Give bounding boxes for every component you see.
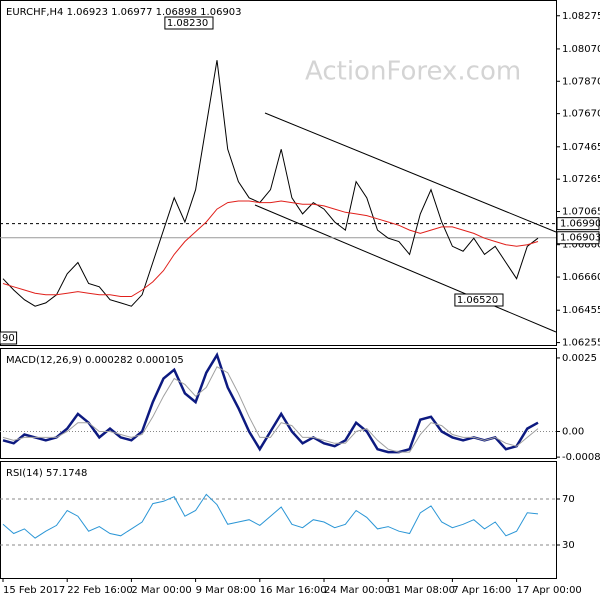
y-tick-label: 1.06860 xyxy=(562,240,600,251)
annotation-box xyxy=(164,16,214,30)
watermark: ActionForex.com xyxy=(305,57,521,87)
y-tick-label: 30 xyxy=(562,540,575,551)
panel-title: EURCHF,H4 1.06923 1.06977 1.06898 1.0690… xyxy=(6,7,242,18)
y-tick-label: 1.07670 xyxy=(562,109,600,120)
x-tick-label: 2 Mar 00:00 xyxy=(131,585,191,596)
x-tick-label: 16 Mar 16:00 xyxy=(260,585,327,596)
y-tick-label: 1.07065 xyxy=(562,207,600,218)
series-line xyxy=(2,366,539,453)
annotation-label: 90 xyxy=(2,333,15,344)
channel-upper xyxy=(264,112,557,233)
channel-lower xyxy=(254,204,557,333)
x-tick-label: 22 Feb 16:00 xyxy=(67,585,133,596)
y-tick-label: 1.06255 xyxy=(562,338,600,349)
y-tick-label: 1.08070 xyxy=(562,44,600,55)
y-tick-label: 1.08275 xyxy=(562,11,600,22)
series-line xyxy=(2,493,539,539)
annotation-box xyxy=(454,293,504,307)
y-tick-label: 1.07465 xyxy=(562,142,600,153)
y-tick-label: 1.06455 xyxy=(562,305,600,316)
series-line xyxy=(2,200,539,297)
annotation-box xyxy=(0,331,18,345)
panel-title: MACD(12,26,9) 0.000282 0.000105 xyxy=(6,355,184,366)
macd-frame xyxy=(0,348,557,459)
y-tick-label: 1.07870 xyxy=(562,76,600,87)
price-level-box xyxy=(556,217,600,231)
x-tick-label: 15 Feb 2017 xyxy=(3,585,65,596)
panel-title: RSI(14) 57.1748 xyxy=(6,468,87,479)
annotation-label: 1.08230 xyxy=(167,18,208,29)
x-tick-label: 7 Apr 16:00 xyxy=(452,585,511,596)
annotation-label: 1.06520 xyxy=(457,295,498,306)
x-tick-label: 17 Apr 00:00 xyxy=(517,585,582,596)
x-tick-label: 9 Mar 08:00 xyxy=(196,585,256,596)
price-level-label: 1.06990 xyxy=(560,219,600,230)
rsi-frame xyxy=(0,461,557,579)
y-tick-label: 70 xyxy=(562,494,575,505)
x-tick-label: 31 Mar 08:00 xyxy=(388,585,455,596)
price-frame xyxy=(0,0,557,346)
price-level-box xyxy=(556,231,600,245)
y-tick-label: 0.00 xyxy=(562,427,584,438)
y-tick-label: 0.0025 xyxy=(562,353,597,364)
series-line xyxy=(2,60,539,307)
series-line xyxy=(2,352,539,454)
price-level-label: 1.06903 xyxy=(560,233,600,244)
y-tick-label: 1.07265 xyxy=(562,174,600,185)
x-tick-label: 24 Mar 00:00 xyxy=(324,585,391,596)
y-tick-label: 1.06660 xyxy=(562,272,600,283)
y-tick-label: -0.00087 xyxy=(562,452,600,463)
